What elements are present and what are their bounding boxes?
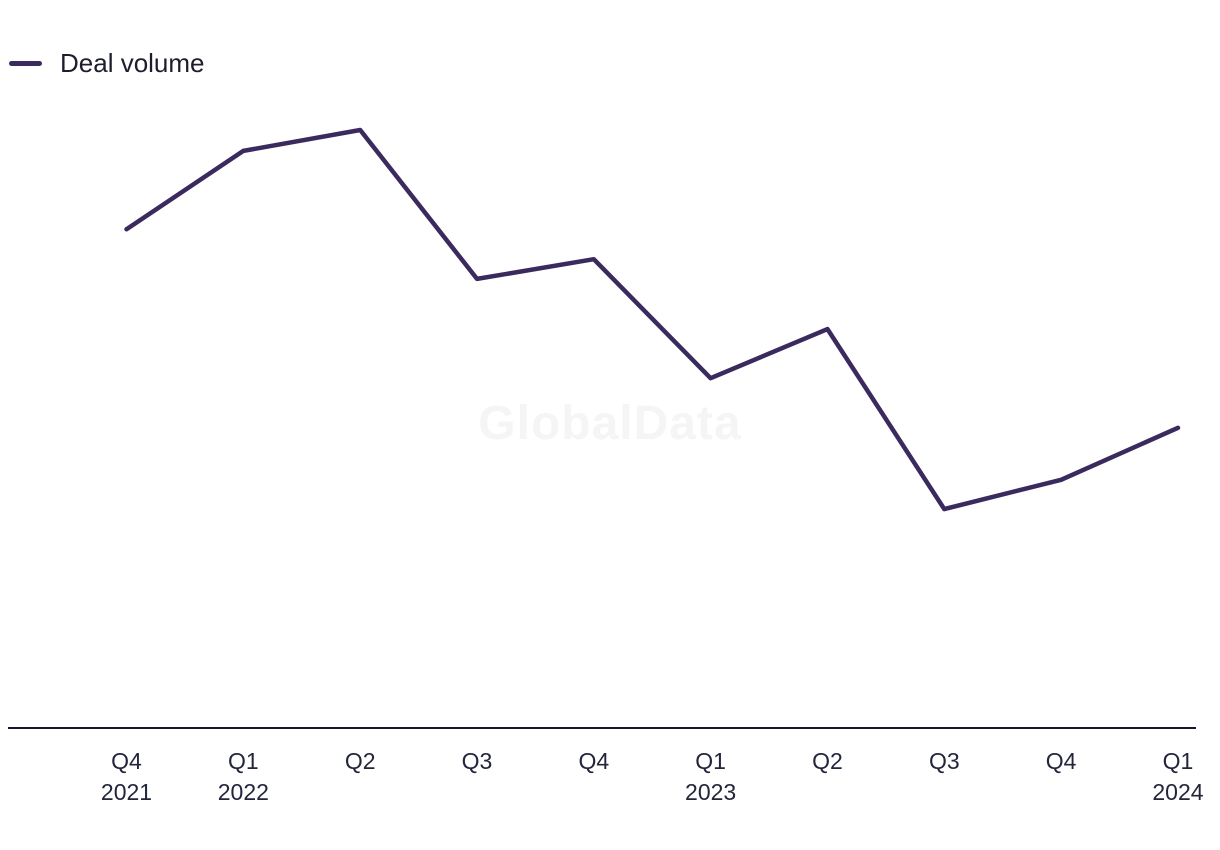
x-tick-label: Q1 2023	[685, 748, 737, 805]
x-tick-label: Q2	[812, 748, 843, 774]
x-tick-label: Q2	[344, 748, 376, 774]
legend-label: Deal volume	[60, 48, 205, 78]
x-tick-label: Q4 2021	[100, 748, 153, 805]
x-tick-label: Q4	[1045, 748, 1077, 774]
x-tick-label: Q1 2022	[217, 748, 269, 805]
legend-line-swatch-icon	[9, 60, 42, 66]
x-axis: Q4 2021 Q1 2022 Q2 Q3 Q4 Q1 2023 Q2 Q3 Q4 Q1 2024	[0, 746, 1220, 812]
x-tick-label: Q3	[928, 748, 960, 774]
deal-volume-series-line[interactable]	[124, 127, 1181, 512]
x-tick-label: Q3	[461, 748, 493, 774]
x-tick-label: Q1 2024	[1152, 748, 1204, 805]
x-tick-label: Q4	[578, 748, 610, 774]
legend-item-deal-volume[interactable]: Deal volume	[9, 48, 205, 78]
